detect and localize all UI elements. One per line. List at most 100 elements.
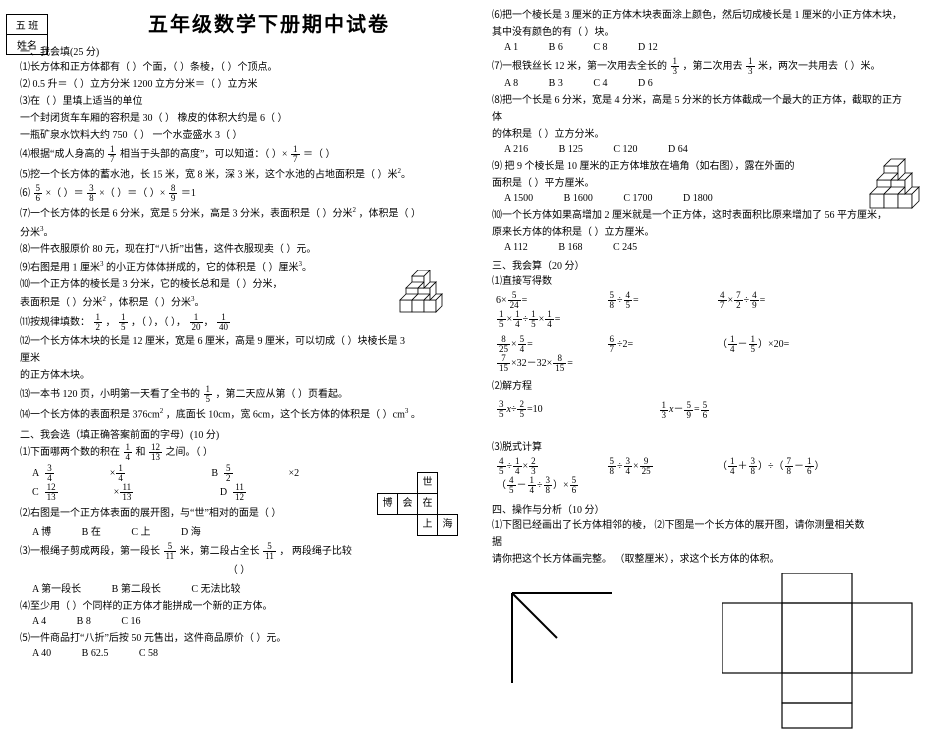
cuboid-net-figure	[722, 573, 932, 733]
eq-cell: 35x÷25=10	[496, 400, 636, 419]
q1-5-post: 。	[401, 169, 411, 180]
q1-6b: ×（ ）＝	[46, 188, 84, 199]
opt-a: A 1500	[504, 193, 533, 204]
eq-row: 35x÷25=10 13x－59=56	[496, 400, 930, 419]
cubes-figure-2	[866, 156, 930, 216]
q1-13: ⒀一本书 120 页，小明第一天看了全书的 15 ，第二天应从第（ ）页看起。	[20, 385, 458, 404]
expr-cell: （14＋38）÷（78－16）	[717, 457, 825, 476]
q1-11c: ，（ ），（ ），	[131, 316, 186, 327]
opt-c: C 245	[613, 242, 637, 253]
opt-d: D 6	[638, 78, 653, 89]
q1-5-pre: ⑸挖一个长方体的蓄水池，长 15 米，宽 8 米，深 3 米，这个水池的占地面积…	[20, 169, 398, 180]
right-column: ⑹把一个棱长是 3 厘米的正方体木块表面涂上颜色，然后切成棱长是 1 厘米的小正…	[472, 0, 944, 668]
r-q9a: ⑼ 把 9 个棱长是 10 厘米的正方体堆放在墙角（如右图），露在外面的	[492, 159, 930, 174]
frac-5-11: 511	[164, 542, 177, 561]
q1-7: ⑺一个长方体的长是 6 分米，宽是 5 分米，高是 3 分米，表面积是（ ）分米…	[20, 205, 458, 221]
net-cell: 在	[418, 494, 438, 515]
net-cell: 博	[378, 494, 398, 515]
student-info-box: 五 班 姓名	[6, 14, 48, 55]
expr-cell: 58÷34×925	[607, 457, 707, 476]
opt-a: A 4	[32, 616, 46, 627]
q1-11a: ⑾按规律填数：	[20, 316, 90, 327]
opt-a: A 博	[32, 523, 51, 538]
cube-net-figure: 世 博会在 上海	[377, 472, 458, 536]
net-cell: 世	[418, 473, 438, 494]
q1-14-post: 。	[411, 409, 421, 420]
r-q10a: ⑽一个长方体如果高增加 2 厘米就是一个正方体，这时表面积比原来增加了 56 平…	[492, 208, 930, 223]
r-q10b: 原来长方体的体积是（ ）立方厘米。	[492, 225, 930, 240]
opt-c: C 1213×1113	[32, 483, 189, 502]
q1-6a: ⑹	[20, 188, 33, 199]
opt-b: B 在	[82, 523, 101, 538]
calc-cell: 67÷2=	[607, 335, 707, 354]
q1-5: ⑸挖一个长方体的蓄水池，长 15 米，宽 8 米，深 3 米，这个水池的占地面积…	[20, 166, 458, 182]
q1-6d: ＝1	[181, 188, 196, 199]
sub3-2: ⑵解方程	[492, 379, 930, 394]
opt-a: A 112	[504, 242, 528, 253]
expr-row: 45÷14×23 58÷34×925 （14＋38）÷（78－16） （45－1…	[496, 457, 930, 495]
section2-head: 二、我会选（填正确答案前面的字母）(10 分)	[20, 426, 458, 441]
name-cell: 姓名	[7, 35, 47, 54]
opt-c: C 8	[593, 42, 607, 53]
q1-10b-mid: ，体积是（ ）分米	[109, 298, 192, 309]
q2-5-opts: A 40 B 62.5 C 58	[32, 648, 458, 659]
calc-cell: 58÷45=	[607, 291, 707, 310]
q2-1-post: 之间。（ ）	[166, 447, 214, 458]
exam-title: 五年级数学下册期中试卷	[80, 8, 458, 37]
cubes-icon	[390, 270, 450, 325]
r-q9b: 面积是（ ）平方厘米。	[492, 176, 930, 191]
q1-14: ⒁一个长方体的表面积是 376cm2 ，底面长 10cm，宽 6cm，这个长方体…	[20, 406, 458, 422]
net-cell: 上	[418, 515, 438, 536]
opt-c: C 58	[139, 648, 158, 659]
frac-1-7: 17	[108, 145, 117, 164]
opt-a: A 8	[504, 78, 518, 89]
q2-5: ⑸一件商品打“八折”后按 50 元售出，这件商品原价（ ）元。	[20, 631, 458, 646]
class-cell: 五 班	[7, 15, 47, 35]
r-q8c: 的体积是（ ）立方分米。	[492, 127, 930, 142]
exam-page: 五 班 姓名 五年级数学下册期中试卷 一、我会填(25 分) ⑴长方体和正方体都…	[0, 0, 945, 668]
q1-9b: 的小正方体体拼成的，它的体积是（ ）厘米	[106, 262, 299, 273]
q1-13-post: ，第二天应从第（ ）页看起。	[216, 388, 349, 399]
q1-3b: 一个封闭货车车厢的容积是 30（ ） 橡皮的体积大约是 6（ ）	[20, 111, 458, 126]
q1-2: ⑵ 0.5 升＝（ ）立方分米 1200 立方分米＝（ ）立方米	[20, 77, 458, 92]
opt-d: D 64	[668, 144, 688, 155]
q1-6c: ×（ ）＝（ ）×	[99, 188, 165, 199]
q1-12c: 的正方体木块。	[20, 368, 458, 383]
calc-cell: 47×72÷49=	[717, 291, 817, 310]
frac-1-4: 14	[124, 443, 133, 462]
q1-7-pre: ⑺一个长方体的长是 6 分米，宽是 5 分米，高是 3 分米，表面积是（ ）分米	[20, 209, 353, 220]
r-q8b: 体	[492, 110, 930, 125]
q2-1: ⑴下面哪两个数的积在 14 和 1213 之间。（ ）	[20, 443, 458, 462]
r-q7-opts: A 8 B 3 C 4 D 6	[504, 78, 930, 89]
section1-head: 一、我会填(25 分)	[20, 43, 458, 58]
section3-head: 三、我会算（20 分）	[492, 257, 930, 272]
r-q7-post: 米，两次一共用去（ ）米。	[758, 61, 881, 72]
frac-1-2: 12	[94, 313, 103, 332]
opt-b: B 52×2	[211, 464, 299, 483]
opt-a: A 第一段长	[32, 580, 81, 595]
q1-13-pre: ⒀一本书 120 页，小明第一天看了全书的	[20, 388, 200, 399]
net-cell: 海	[438, 515, 458, 536]
s4-q2: 请你把这个长方体画完整。 （取整厘米），求这个长方体的体积。	[492, 552, 930, 567]
frac-1-5: 15	[119, 313, 128, 332]
calc-cell: 6×524=	[496, 291, 596, 310]
s4-q1: ⑴下图已经画出了长方体相邻的棱， ⑵下图是一个长方体的展开图，请你测量相关数	[492, 518, 930, 533]
opt-c: C 1700	[623, 193, 652, 204]
opt-c: C 上	[131, 523, 150, 538]
q1-7-post: 分米	[20, 227, 40, 238]
opt-c: C 120	[613, 144, 637, 155]
frac-12-13: 1213	[149, 443, 162, 462]
calc-row-1: 6×524= 58÷45= 47×72÷49= 15×14÷15×14=	[496, 291, 930, 329]
q2-3-bracket: （ ）	[20, 563, 458, 578]
cubes-icon	[866, 156, 930, 216]
left-column: 五 班 姓名 五年级数学下册期中试卷 一、我会填(25 分) ⑴长方体和正方体都…	[0, 0, 472, 668]
r-q6b: 其中没有颜色的有（ ）块。	[492, 25, 930, 40]
opt-b: B 8	[77, 616, 91, 627]
cuboid-edges-figure	[502, 583, 642, 703]
cubes-figure-1	[390, 270, 450, 325]
opt-d: D 12	[638, 42, 658, 53]
frac-1-5b: 15	[204, 385, 213, 404]
q1-1: ⑴长方体和正方体都有（ ）个面，（ ）条棱，（ ）个顶点。	[20, 60, 458, 75]
r-q7-mid: ，第二次用去	[683, 61, 743, 72]
eq-cell: 13x－59=56	[659, 400, 799, 419]
